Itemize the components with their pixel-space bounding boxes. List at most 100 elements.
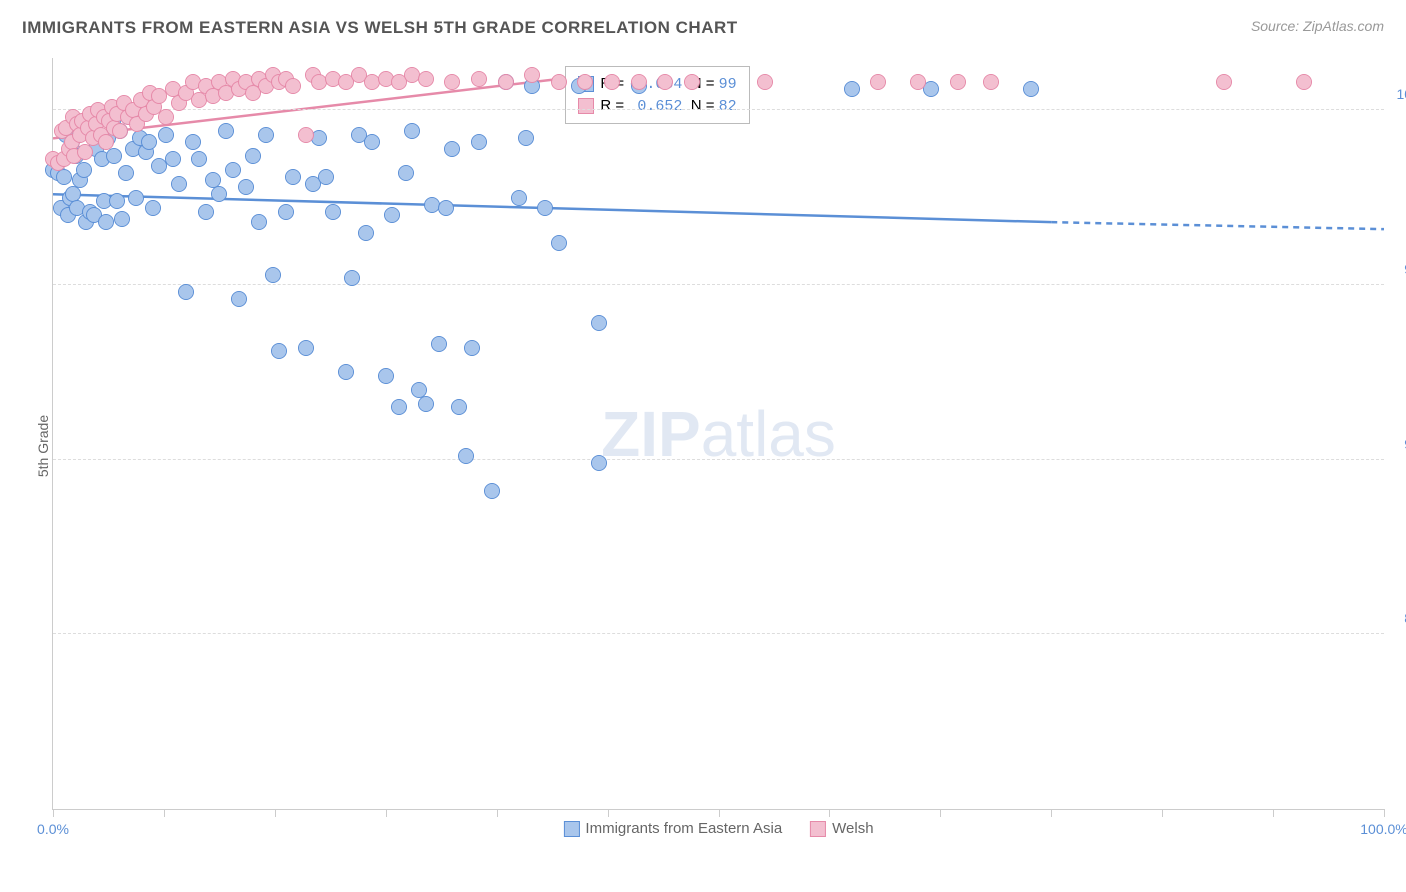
scatter-point-blue (106, 148, 122, 164)
grid-line (53, 633, 1384, 634)
scatter-point-blue (844, 81, 860, 97)
y-axis-title: 5th Grade (35, 415, 51, 477)
scatter-point-pink (551, 74, 567, 90)
scatter-point-pink (604, 74, 620, 90)
scatter-point-blue (451, 399, 467, 415)
legend-swatch-pink (578, 98, 594, 114)
scatter-point-pink (444, 74, 460, 90)
scatter-point-blue (518, 130, 534, 146)
scatter-point-blue (338, 364, 354, 380)
scatter-point-blue (118, 165, 134, 181)
scatter-point-blue (265, 267, 281, 283)
x-tick (497, 809, 498, 817)
x-tick-label: 0.0% (37, 821, 69, 837)
scatter-point-blue (178, 284, 194, 300)
scatter-point-pink (418, 71, 434, 87)
scatter-point-blue (56, 169, 72, 185)
scatter-point-pink (1296, 74, 1312, 90)
scatter-point-blue (238, 179, 254, 195)
scatter-point-blue (418, 396, 434, 412)
x-tick (1384, 809, 1385, 817)
scatter-point-blue (344, 270, 360, 286)
scatter-point-pink (298, 127, 314, 143)
trend-line-dash-blue (1051, 222, 1384, 229)
scatter-point-blue (438, 200, 454, 216)
scatter-point-blue (404, 123, 420, 139)
scatter-point-blue (165, 151, 181, 167)
y-tick-label: 85.0% (1390, 610, 1406, 626)
scatter-point-blue (484, 483, 500, 499)
bottom-legend-item-blue: Immigrants from Eastern Asia (563, 820, 782, 837)
x-tick-label: 100.0% (1360, 821, 1406, 837)
y-tick-label: 90.0% (1390, 436, 1406, 452)
x-tick (53, 809, 54, 817)
source-name: ZipAtlas.com (1303, 18, 1384, 34)
scatter-point-pink (684, 74, 700, 90)
scatter-point-blue (471, 134, 487, 150)
scatter-point-blue (145, 200, 161, 216)
x-tick (1162, 809, 1163, 817)
scatter-point-blue (171, 176, 187, 192)
y-tick-label: 100.0% (1390, 86, 1406, 102)
scatter-point-blue (384, 207, 400, 223)
scatter-point-blue (444, 141, 460, 157)
x-tick (940, 809, 941, 817)
scatter-point-blue (298, 340, 314, 356)
scatter-point-pink (471, 71, 487, 87)
scatter-point-blue (76, 162, 92, 178)
x-tick (386, 809, 387, 817)
scatter-point-blue (141, 134, 157, 150)
source-label: Source: (1251, 18, 1303, 34)
scatter-point-blue (364, 134, 380, 150)
grid-line (53, 459, 1384, 460)
scatter-point-blue (458, 448, 474, 464)
scatter-point-blue (278, 204, 294, 220)
grid-line (53, 109, 1384, 110)
scatter-point-blue (591, 315, 607, 331)
plot-area: ZIPatlas R = -0.064 N = 99R = 0.652 N = … (52, 58, 1384, 810)
x-tick (164, 809, 165, 817)
scatter-point-pink (631, 74, 647, 90)
scatter-point-pink (870, 74, 886, 90)
scatter-point-blue (251, 214, 267, 230)
x-tick (1051, 809, 1052, 817)
scatter-point-blue (258, 127, 274, 143)
scatter-point-pink (657, 74, 673, 90)
scatter-point-blue (378, 368, 394, 384)
scatter-point-pink (112, 123, 128, 139)
chart-container: IMMIGRANTS FROM EASTERN ASIA VS WELSH 5T… (0, 0, 1406, 892)
bottom-legend-swatch-blue (563, 821, 579, 837)
bottom-legend-item-pink: Welsh (810, 820, 873, 837)
trend-lines-svg (53, 58, 1384, 809)
scatter-point-blue (285, 169, 301, 185)
correlation-legend: R = -0.064 N = 99R = 0.652 N = 82 (565, 66, 749, 124)
scatter-point-blue (537, 200, 553, 216)
chart-title: IMMIGRANTS FROM EASTERN ASIA VS WELSH 5T… (22, 18, 738, 38)
legend-row-pink: R = 0.652 N = 82 (578, 95, 736, 117)
scatter-point-pink (285, 78, 301, 94)
scatter-point-pink (524, 67, 540, 83)
scatter-point-blue (391, 399, 407, 415)
scatter-point-blue (245, 148, 261, 164)
x-tick (1273, 809, 1274, 817)
scatter-point-pink (950, 74, 966, 90)
scatter-point-pink (757, 74, 773, 90)
bottom-legend-swatch-pink (810, 821, 826, 837)
scatter-point-blue (271, 343, 287, 359)
scatter-point-pink (983, 74, 999, 90)
scatter-point-blue (325, 204, 341, 220)
scatter-point-blue (185, 134, 201, 150)
y-tick-label: 95.0% (1390, 261, 1406, 277)
scatter-point-blue (114, 211, 130, 227)
scatter-point-blue (218, 123, 234, 139)
scatter-point-blue (211, 186, 227, 202)
x-tick (719, 809, 720, 817)
scatter-point-blue (231, 291, 247, 307)
scatter-point-blue (398, 165, 414, 181)
series-legend: Immigrants from Eastern Asia Welsh (563, 820, 873, 837)
x-tick (608, 809, 609, 817)
scatter-point-pink (910, 74, 926, 90)
scatter-point-blue (98, 214, 114, 230)
scatter-point-blue (591, 455, 607, 471)
bottom-legend-label-blue: Immigrants from Eastern Asia (585, 820, 782, 837)
